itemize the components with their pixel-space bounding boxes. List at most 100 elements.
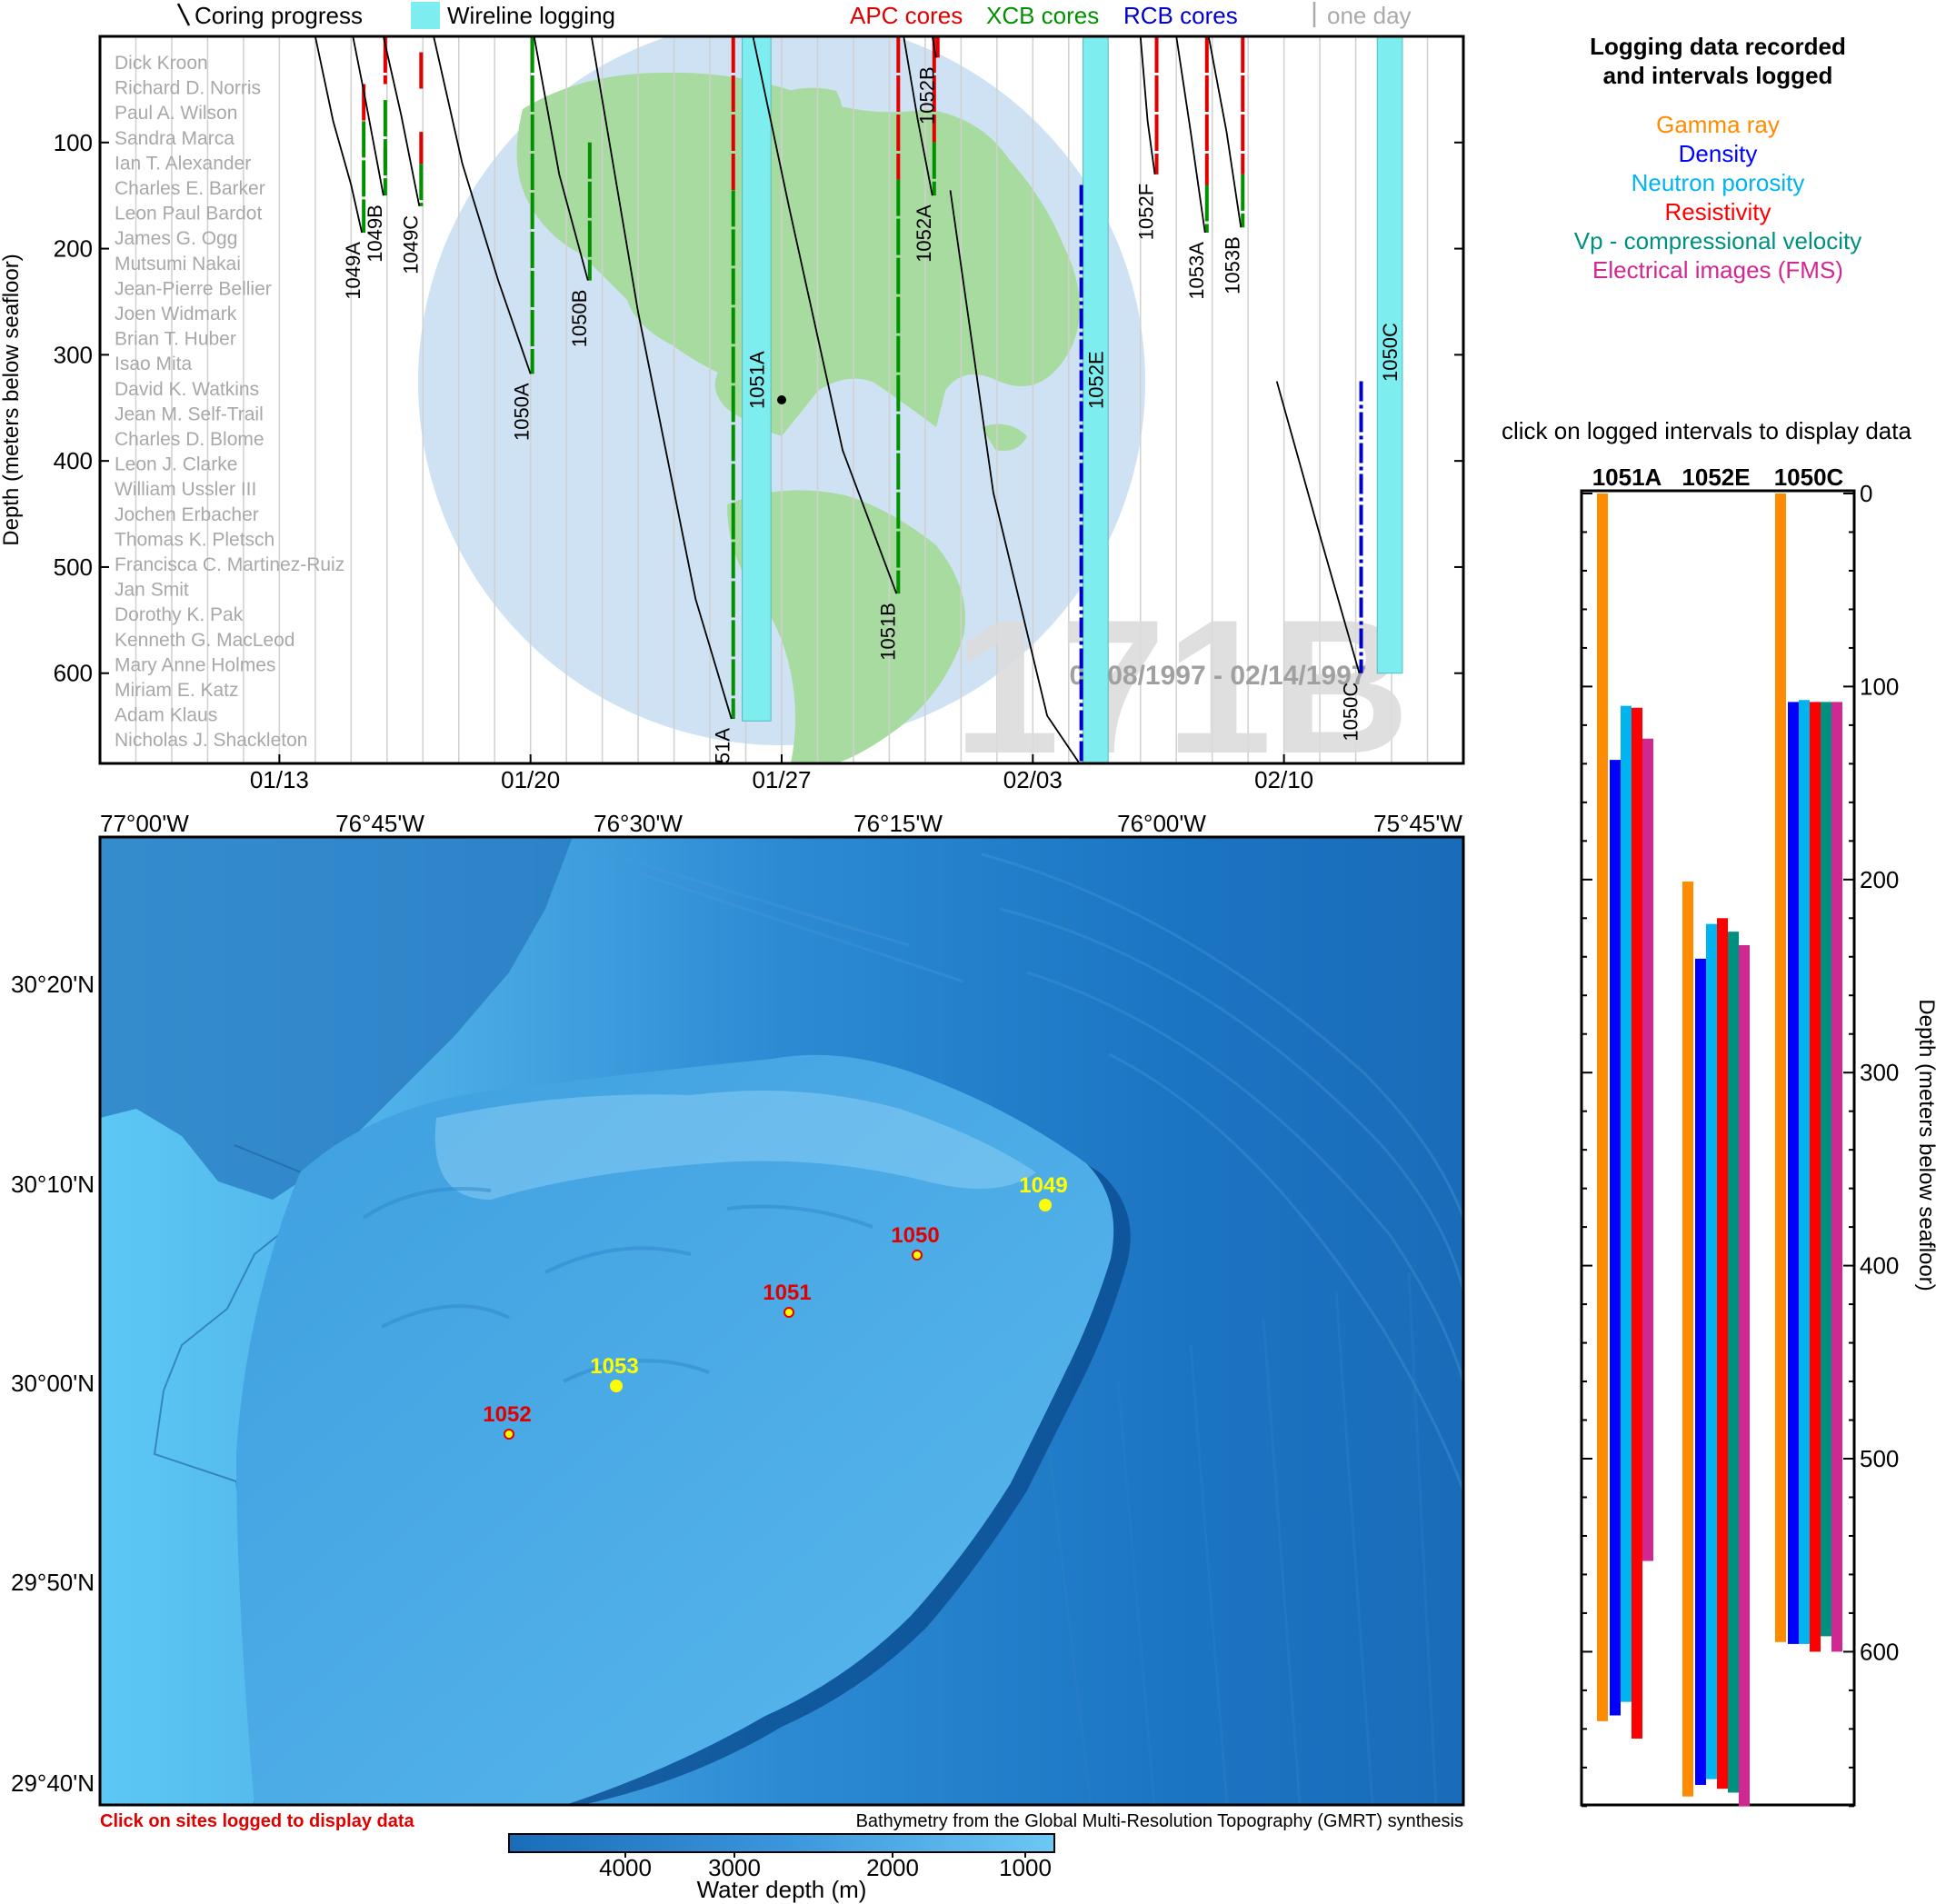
logging-depth-label: 500 <box>1860 1445 1899 1472</box>
scientist-names: Dick Kroon Richard D. Norris Paul A. Wilso… <box>115 53 344 751</box>
study-site-marker <box>777 395 786 404</box>
site-marker-1051 <box>783 1307 794 1318</box>
coring-curve-1053B <box>1207 36 1242 228</box>
northwest-deep-region <box>100 837 573 1200</box>
latitude-label: 30°10'N <box>11 1171 95 1198</box>
hole-label-1052A: 1052A <box>913 204 935 263</box>
legend-coring-label: Coring progress <box>195 2 363 29</box>
x-tick-label: 01/27 <box>752 766 811 793</box>
latitude-label: 30°20'N <box>11 971 95 998</box>
site-label-1051: 1051 <box>763 1281 811 1305</box>
logging-hole-header-1051A: 1051A <box>1592 464 1662 491</box>
coring-curve-1052A <box>903 36 933 196</box>
logging-bar-1052E-5 <box>1739 945 1750 1807</box>
scientist-name: David K. Watkins <box>115 379 259 400</box>
map-click-note: Click on sites logged to display data <box>100 1811 415 1831</box>
logging-bar-1052E-0 <box>1682 881 1693 1797</box>
logging-bar-1051A-5 <box>1642 738 1653 1561</box>
hole-label-1050B: 1050B <box>568 290 591 348</box>
logging-ylabel: Depth (meters below seafloor) <box>1914 999 1936 1291</box>
legend-oneday-label: one day <box>1327 2 1412 29</box>
y-tick-label: 100 <box>54 129 93 156</box>
latitude-label: 29°40'N <box>11 1769 95 1797</box>
x-tick-label: 01/13 <box>250 766 309 793</box>
hole-label-1050A: 1050A <box>511 383 534 441</box>
coring-curve-1050C <box>1275 381 1361 673</box>
scientist-name: Jochen Erbacher <box>115 504 259 525</box>
colorbar-tick-label: 4000 <box>599 1854 652 1881</box>
hole-label-1052E: 1052E <box>1060 773 1083 831</box>
y-tick-label: 300 <box>54 341 93 368</box>
scientist-name: Charles E. Barker <box>115 178 265 199</box>
site-marker-1052 <box>504 1429 514 1440</box>
colorbar-tick-label: 1000 <box>999 1854 1052 1881</box>
coring-curve-1052E <box>949 190 1081 763</box>
logging-bar-1050C-2 <box>1799 700 1810 1644</box>
logging-bar-1050C-4 <box>1821 702 1831 1637</box>
site-label-1049: 1049 <box>1019 1173 1067 1198</box>
longitude-label: 76°45'W <box>335 810 424 837</box>
scientist-name: Francisca C. Martinez-Ruiz <box>115 554 344 575</box>
logging-bar-1052E-1 <box>1695 958 1706 1785</box>
expedition-watermark: 171B <box>953 580 1410 793</box>
logging-bar-1052E-4 <box>1728 932 1739 1793</box>
map-frame <box>98 835 1465 1807</box>
scientist-name: Dorothy K. Pak <box>115 604 244 625</box>
legend-xcb-label: XCB cores <box>986 2 1099 29</box>
y-tick-label: 500 <box>54 553 93 581</box>
colorbar-tick-label: 3000 <box>708 1854 761 1881</box>
hole-label-1052F: 1052F <box>1135 184 1158 240</box>
longitude-label: 76°00'W <box>1117 810 1206 837</box>
coring-curve-1049B <box>352 36 384 196</box>
logging-legend-item: Vp - compressional velocity <box>1574 227 1861 254</box>
y-tick-label: 400 <box>54 447 93 474</box>
scientist-name: Miriam E. Katz <box>115 680 239 701</box>
hole-label-1052B: 1052B <box>916 66 939 125</box>
x-tick-label: 02/10 <box>1254 766 1313 793</box>
logging-depth-label: 100 <box>1860 673 1899 700</box>
scientist-name: Leon J. Clarke <box>115 454 237 475</box>
logging-legend-item: Density <box>1679 140 1758 167</box>
site-label-1050: 1050 <box>891 1223 939 1248</box>
scientist-name: Leon Paul Bardot <box>115 204 262 224</box>
site-label-1053: 1053 <box>590 1354 638 1379</box>
legend-rcb-label: RCB cores <box>1123 2 1238 29</box>
coring-curve-1051B <box>752 36 898 594</box>
legend-wireline-label: Wireline logging <box>447 2 615 29</box>
hole-label-1053A: 1053A <box>1185 242 1208 300</box>
logging-depth-label: 300 <box>1860 1059 1899 1086</box>
map-latitude-labels: 30°20'N 30°10'N 30°00'N 29°50'N 29°40'N <box>11 971 111 1797</box>
logging-legend-item: Resistivity <box>1664 198 1771 225</box>
coring-curve-1049A <box>314 36 364 234</box>
logging-bar-1050C-5 <box>1831 702 1842 1652</box>
hole-label-1049B: 1049B <box>364 204 386 263</box>
scientist-name: Thomas K. Pletsch <box>115 529 274 550</box>
timeline-axes: 100 200 300 400 500 600 01/13 01/20 01/27 02/03 02… <box>54 129 1463 793</box>
logging-bar-1050C-1 <box>1788 702 1799 1644</box>
logging-bar-1051A-3 <box>1632 707 1642 1739</box>
longitude-label: 75°45'W <box>1373 810 1462 837</box>
site-label-1052: 1052 <box>483 1402 531 1427</box>
logging-bar-1050C-3 <box>1810 702 1821 1652</box>
blake-nose-plateau <box>236 1054 1114 1805</box>
logging-legend-item: Electrical images (FMS) <box>1592 256 1843 284</box>
logging-bar-1051A-1 <box>1610 760 1621 1716</box>
wireline-bar-1052E <box>1083 36 1109 763</box>
scientist-name: Joen Widmark <box>115 304 237 324</box>
site-marker-1053 <box>610 1380 623 1392</box>
logging-legend-item: Gamma ray <box>1656 111 1780 138</box>
bathymetry-map: 77°00'W 76°45'W 76°30'W 76°15'W 76°00'W 75°45… <box>11 810 1465 1903</box>
timeline-ylabel: Depth (meters below seafloor) <box>0 254 24 545</box>
expedition-dates: 01/08/1997 - 02/14/1997 <box>1070 661 1367 691</box>
scientist-name: Mutsumi Nakai <box>115 254 241 274</box>
longitude-label: 76°30'W <box>594 810 683 837</box>
logging-hole-header-1052E: 1052E <box>1682 464 1750 491</box>
logging-click-note: click on logged intervals to display dat… <box>1502 417 1911 444</box>
plateau-highlight <box>434 1091 1036 1200</box>
plateau-scarp-texture <box>362 1187 873 1383</box>
scientist-name: Mary Anne Holmes <box>115 654 275 675</box>
scientist-name: James G. Ogg <box>115 228 237 249</box>
hole-label-1050C: 1050C <box>1340 683 1362 742</box>
coring-curve-1052B <box>931 36 937 58</box>
